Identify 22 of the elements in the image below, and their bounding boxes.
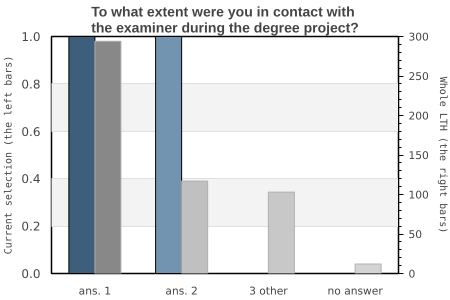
y-tick-label: 0.8 <box>21 77 41 92</box>
y2-tick-label: 300 <box>408 30 430 44</box>
y-tick-label: 1.0 <box>21 30 41 44</box>
y-tick-label: 0.4 <box>21 172 41 186</box>
y2-axis-title: Whole LTH (the right bars) <box>436 76 448 234</box>
bar <box>268 192 295 274</box>
y2-tick-label: 200 <box>408 110 430 122</box>
chart-title: To what extent were you in contact with the examiner during the degree project? <box>91 4 359 36</box>
bar <box>354 264 382 274</box>
y2-tick-label: 50 <box>408 228 422 241</box>
y2-tick-label: 0 <box>408 268 416 280</box>
y2-tick-label: 250 <box>408 70 430 83</box>
x-tick-label: ans. 1 <box>78 284 112 298</box>
y-tick-label: 0.0 <box>21 267 41 281</box>
x-tick-label: ans. 2 <box>165 284 198 298</box>
y-tick-label: 0.6 <box>21 124 41 139</box>
y2-tick-label: 100 <box>408 188 430 202</box>
y-axis-title: Current selection (the left bars) <box>3 56 14 254</box>
x-tick-label: 3 other <box>249 284 288 298</box>
y2-tick-label: 150 <box>408 149 430 162</box>
x-tick-label: no answer <box>328 284 384 298</box>
y-tick-label: 0.2 <box>21 220 41 234</box>
